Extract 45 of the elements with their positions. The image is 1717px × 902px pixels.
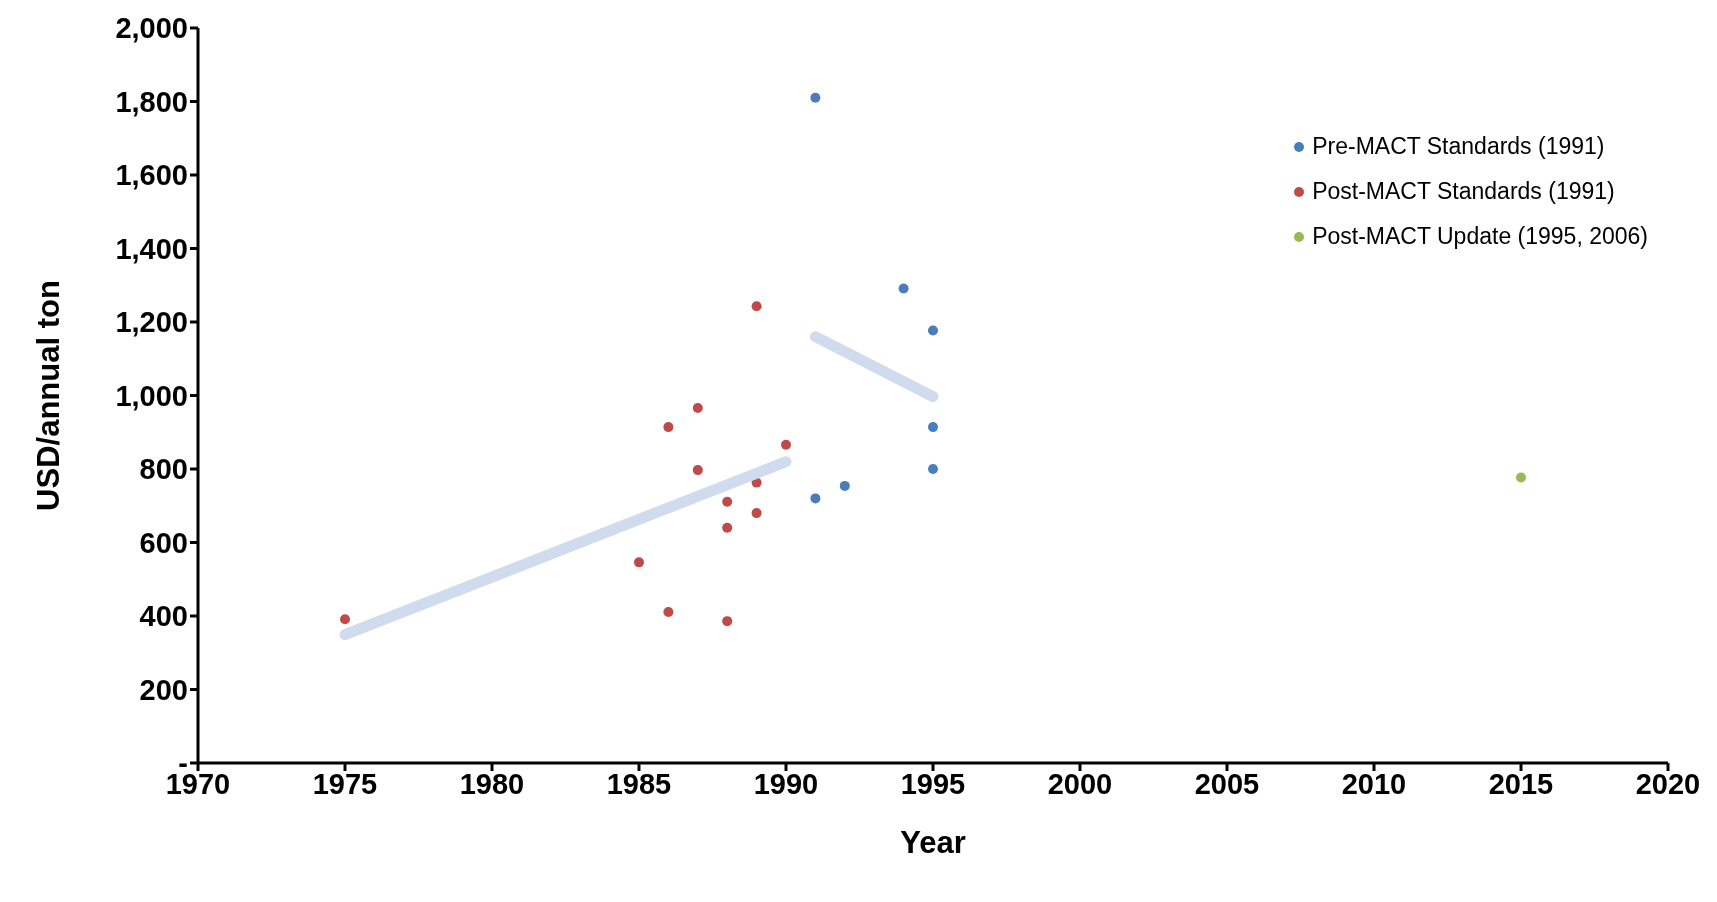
point bbox=[722, 496, 733, 507]
x-axis-title: Year bbox=[900, 825, 966, 860]
point bbox=[340, 614, 350, 625]
y-tick-label: 200 bbox=[139, 673, 188, 706]
y-tick-label: 1,800 bbox=[115, 85, 188, 118]
point bbox=[810, 493, 821, 504]
x-tick-label: 1990 bbox=[753, 767, 819, 800]
x-tick-label: 1975 bbox=[312, 767, 378, 800]
legend-label: Post-MACT Standards (1991) bbox=[1312, 178, 1615, 205]
y-tick-label: 1,200 bbox=[115, 306, 188, 339]
point bbox=[663, 422, 674, 433]
x-tick-label: 2005 bbox=[1194, 767, 1260, 800]
point bbox=[810, 92, 821, 103]
y-tick-label: 1,600 bbox=[115, 159, 188, 192]
point bbox=[781, 439, 791, 450]
y-tick-label: 1,400 bbox=[115, 232, 188, 265]
point bbox=[928, 325, 938, 336]
point bbox=[692, 465, 703, 476]
point bbox=[751, 301, 762, 312]
x-tick-label: 2010 bbox=[1341, 767, 1407, 800]
point bbox=[692, 403, 703, 413]
point bbox=[634, 557, 644, 568]
y-tick-label: 800 bbox=[139, 453, 188, 486]
y-tick-label: 400 bbox=[139, 600, 188, 633]
point bbox=[839, 480, 850, 491]
legend-label: Post-MACT Update (1995, 2006) bbox=[1312, 223, 1648, 250]
x-tick-label: 2015 bbox=[1488, 767, 1554, 800]
x-tick-label: 2020 bbox=[1635, 767, 1701, 800]
x-tick-label: 2000 bbox=[1047, 767, 1113, 800]
point bbox=[663, 606, 674, 617]
point bbox=[722, 522, 733, 533]
y-tick-label: 1,000 bbox=[115, 379, 188, 412]
y-tick-label: 600 bbox=[139, 526, 188, 559]
point bbox=[928, 422, 938, 433]
x-tick-label: 1995 bbox=[900, 767, 966, 800]
x-tick-label: 1985 bbox=[606, 767, 672, 800]
legend-label: Pre-MACT Standards (1991) bbox=[1312, 133, 1605, 160]
point bbox=[751, 508, 762, 519]
point bbox=[898, 283, 909, 294]
point bbox=[1516, 472, 1526, 483]
point bbox=[928, 464, 938, 474]
y-axis-title: USD/annual ton bbox=[31, 280, 67, 511]
point bbox=[722, 616, 733, 627]
y-tick-label: 2,000 bbox=[115, 12, 188, 45]
x-tick-label: 1980 bbox=[459, 767, 525, 800]
